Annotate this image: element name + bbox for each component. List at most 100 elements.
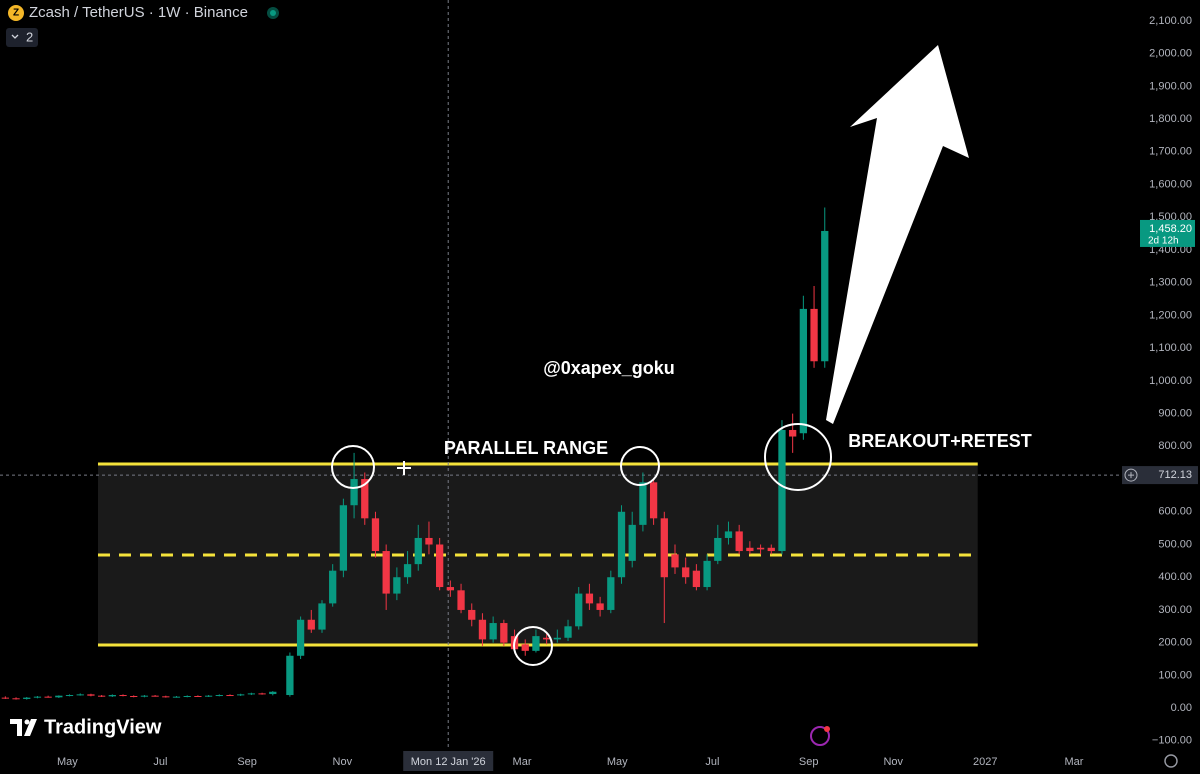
y-tick-label: −100.00 [1152,735,1192,747]
x-tick-label: Mar [1065,756,1084,768]
circle [620,446,660,486]
candle-body [703,560,711,588]
candle-body [12,698,20,700]
y-tick-label: 400.00 [1158,571,1192,583]
crosshair-date-label: Mon 12 Jan '26 [411,756,486,768]
coin-icon [8,5,24,21]
candle-body [393,577,401,594]
candle-body [767,547,775,552]
y-tick-label: 1,600.00 [1149,178,1192,190]
candle-body [446,587,454,591]
candle-body [65,695,74,697]
y-tick-label: 1,300.00 [1149,277,1192,289]
candle-body [585,593,594,604]
candle-body [724,531,733,538]
y-tick-label: 100.00 [1158,669,1192,681]
y-tick-label: 1,900.00 [1149,80,1192,92]
candle-body [1,697,9,699]
alert-icon[interactable] [810,726,830,746]
y-tick-label: 1,800.00 [1149,113,1192,125]
candle-body [119,695,127,697]
y-tick-label: 0.00 [1171,702,1192,714]
candle-body [258,693,266,695]
candle-body [194,696,202,698]
candle-body [33,696,42,698]
x-tick-label: Jul [153,756,167,768]
add-alert-icon[interactable] [1124,468,1138,482]
candle-body [468,609,476,620]
candle-body [660,518,668,578]
candle-body [44,696,52,698]
breakout-label: BREAKOUT+RETEST [848,431,1032,451]
candle-body [607,577,615,610]
candle-body [55,695,63,698]
crosshair-price-box [1122,466,1198,485]
candle-body [318,603,326,630]
settings-icon[interactable] [1164,754,1178,768]
candle-body [649,482,658,519]
candle-body [756,547,765,550]
candle-body [140,695,149,697]
x-tick-label: Sep [237,756,257,768]
candle-body [425,537,433,545]
circle [331,445,375,489]
brand-logo [10,719,37,736]
candle-body [361,479,369,519]
candle-body [478,619,487,640]
circle [513,626,553,666]
brand-logo-dot [24,719,30,725]
candle-body [553,637,561,640]
crosshair-price-label: 712.13 [1158,469,1192,481]
candle-body [639,482,647,525]
candle-body [575,593,583,627]
y-tick-label: 800.00 [1158,440,1192,452]
chevron [11,34,19,39]
indicator-toggle[interactable] [6,28,38,47]
candle-body [436,544,444,588]
candle-body [329,570,337,604]
x-tick-label: Nov [883,756,903,768]
countdown-label: 2d 12h [1148,236,1179,247]
range-label: PARALLEL RANGE [444,438,608,458]
y-tick-label: 1,200.00 [1149,309,1192,321]
status-dot [270,10,276,16]
candle-body [87,694,95,696]
y-tick-label: 500.00 [1158,538,1192,550]
candle-body [226,695,234,697]
candle-body [821,230,829,362]
candle-body [735,531,743,552]
last-price-label: 1,458.20 [1149,223,1192,235]
y-tick-label: 900.00 [1158,408,1192,420]
candle-body [799,308,807,434]
candle-body [810,308,818,362]
candle-body [596,603,604,610]
y-tick-label: 200.00 [1158,637,1192,649]
symbol-title[interactable]: Zcash / TetherUS · 1W · Binance [29,4,248,21]
candle-body [692,570,701,588]
crosshair-cursor [397,461,411,475]
candle-body [183,696,191,698]
y-tick-label: 2,000.00 [1149,48,1192,60]
candle-body [371,518,380,552]
candle-body [617,511,626,578]
candle-body [414,537,422,565]
range-box [97,464,978,645]
crosshair-date-box [403,751,494,771]
alert-badge [824,726,830,732]
x-tick-label: Jul [705,756,719,768]
brand: TradingView [44,716,162,738]
candle-body [307,619,315,630]
arrow [826,45,969,424]
candle-body [172,696,181,698]
candle-body [532,636,540,651]
candle-body [564,626,572,638]
candle-body [23,697,31,699]
x-tick-label: Mar [513,756,532,768]
y-tick-label: 600.00 [1158,506,1192,518]
x-tick-label: May [607,756,628,768]
candle-body [108,695,116,697]
candle-body [76,694,84,696]
indicator-count: 2 [26,29,33,44]
candle-body [269,691,277,695]
